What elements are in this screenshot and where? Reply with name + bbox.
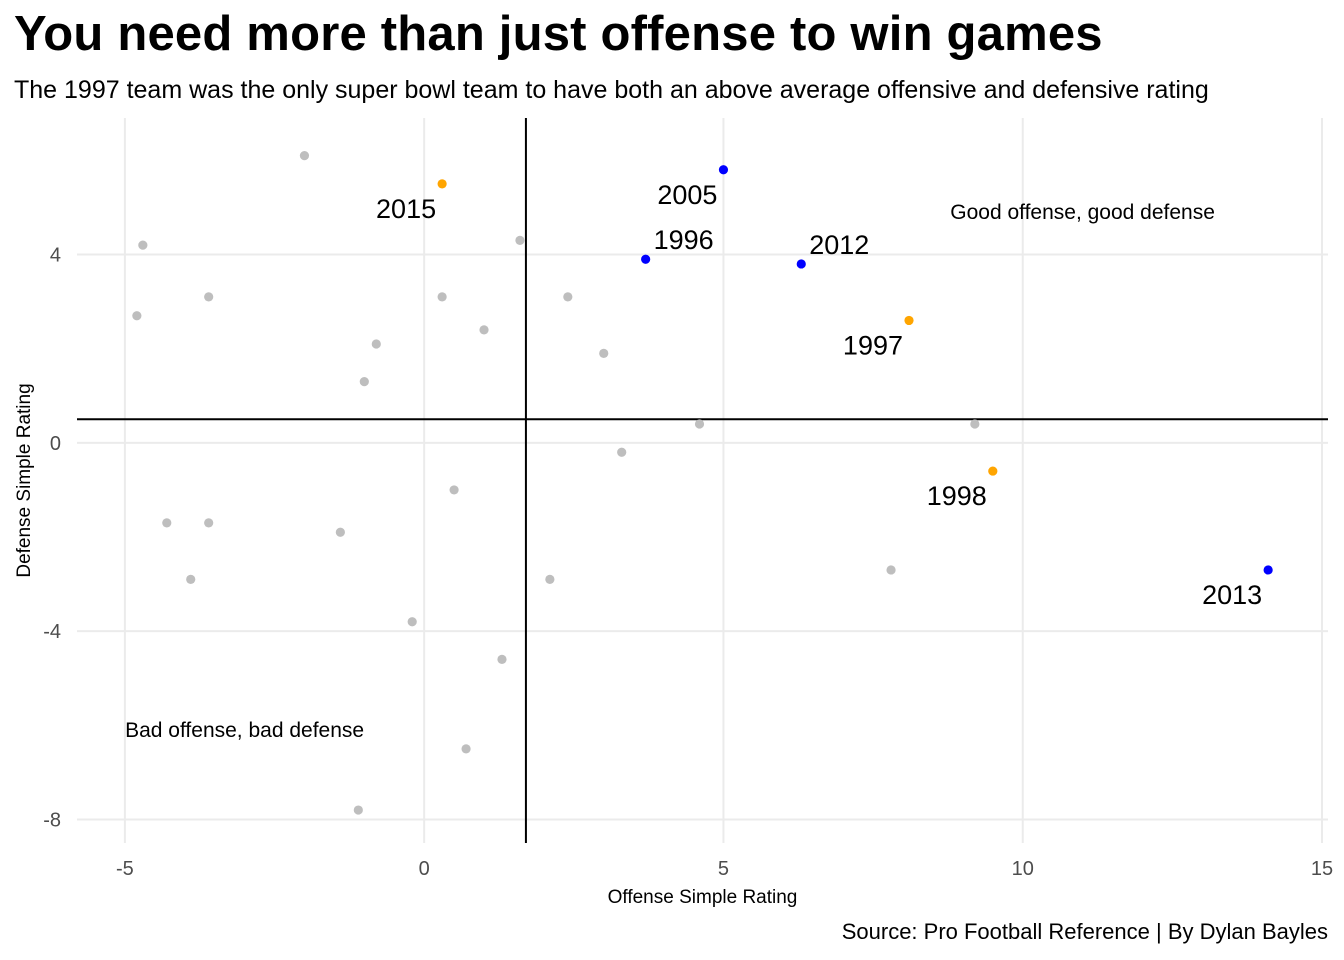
data-point <box>299 151 310 161</box>
quadrant-annotations: Good offense, good defense Bad offense, b… <box>125 201 1215 742</box>
x-axis-title: Offense Simple Rating <box>608 887 798 908</box>
data-point <box>461 744 471 754</box>
y-tick-label: -8 <box>43 809 61 831</box>
point-label-2015: 2015 <box>376 194 436 224</box>
data-point <box>599 348 609 358</box>
quadrant-annotation: Good offense, good defense <box>950 201 1215 224</box>
data-point <box>617 447 627 457</box>
quadrant-annotation: Bad offense, bad defense <box>125 719 364 742</box>
axis-ticks: -5 0 5 10 15 -8 -4 0 4 <box>43 245 1333 880</box>
data-point <box>970 419 980 429</box>
data-point <box>497 654 507 664</box>
point-label-2012: 2012 <box>809 230 869 260</box>
reference-lines <box>77 118 1328 843</box>
x-tick-label: 5 <box>718 858 729 880</box>
data-point <box>563 292 573 302</box>
x-tick-label: -5 <box>116 858 134 880</box>
data-point <box>437 292 447 302</box>
data-point <box>335 527 345 537</box>
data-point-2012 <box>796 259 806 269</box>
x-tick-label: 15 <box>1311 858 1333 880</box>
x-tick-label: 0 <box>419 858 430 880</box>
data-point <box>371 339 381 349</box>
data-point <box>138 240 148 250</box>
data-point-1996 <box>641 254 651 264</box>
data-point <box>204 292 214 302</box>
data-point <box>407 617 417 627</box>
data-point <box>886 565 896 575</box>
data-point <box>204 518 214 528</box>
y-tick-label: 0 <box>50 433 61 455</box>
point-labels: 2015 1997 1998 2005 1996 2012 2013 <box>376 180 1262 610</box>
chart-title: You need more than just offense to win g… <box>14 7 1103 61</box>
point-label-2013: 2013 <box>1202 580 1262 610</box>
data-point <box>162 518 172 528</box>
x-tick-label: 10 <box>1012 858 1034 880</box>
y-tick-label: -4 <box>43 621 61 643</box>
data-point <box>449 485 459 495</box>
data-point-2015 <box>437 179 447 189</box>
point-label-2005: 2005 <box>657 180 717 210</box>
data-point <box>479 325 489 335</box>
point-label-1997: 1997 <box>843 330 903 360</box>
point-label-1998: 1998 <box>927 481 987 511</box>
grid-layer <box>77 118 1328 843</box>
data-point <box>694 419 705 429</box>
data-point <box>353 805 363 815</box>
point-label-1996: 1996 <box>654 225 714 255</box>
data-point <box>359 377 369 387</box>
y-tick-label: 4 <box>50 245 61 267</box>
data-point <box>132 311 142 321</box>
data-point-2013 <box>1263 565 1273 575</box>
data-point <box>186 574 196 584</box>
data-point <box>515 235 525 246</box>
data-point-1997 <box>904 315 914 326</box>
data-points <box>132 151 1273 815</box>
chart-caption: Source: Pro Football Reference | By Dyla… <box>841 919 1328 944</box>
y-axis-title: Defense Simple Rating <box>14 383 35 577</box>
data-point-2005 <box>718 165 729 175</box>
data-point <box>545 574 555 584</box>
chart-subtitle: The 1997 team was the only super bowl te… <box>14 76 1209 104</box>
data-point-1998 <box>988 466 998 476</box>
